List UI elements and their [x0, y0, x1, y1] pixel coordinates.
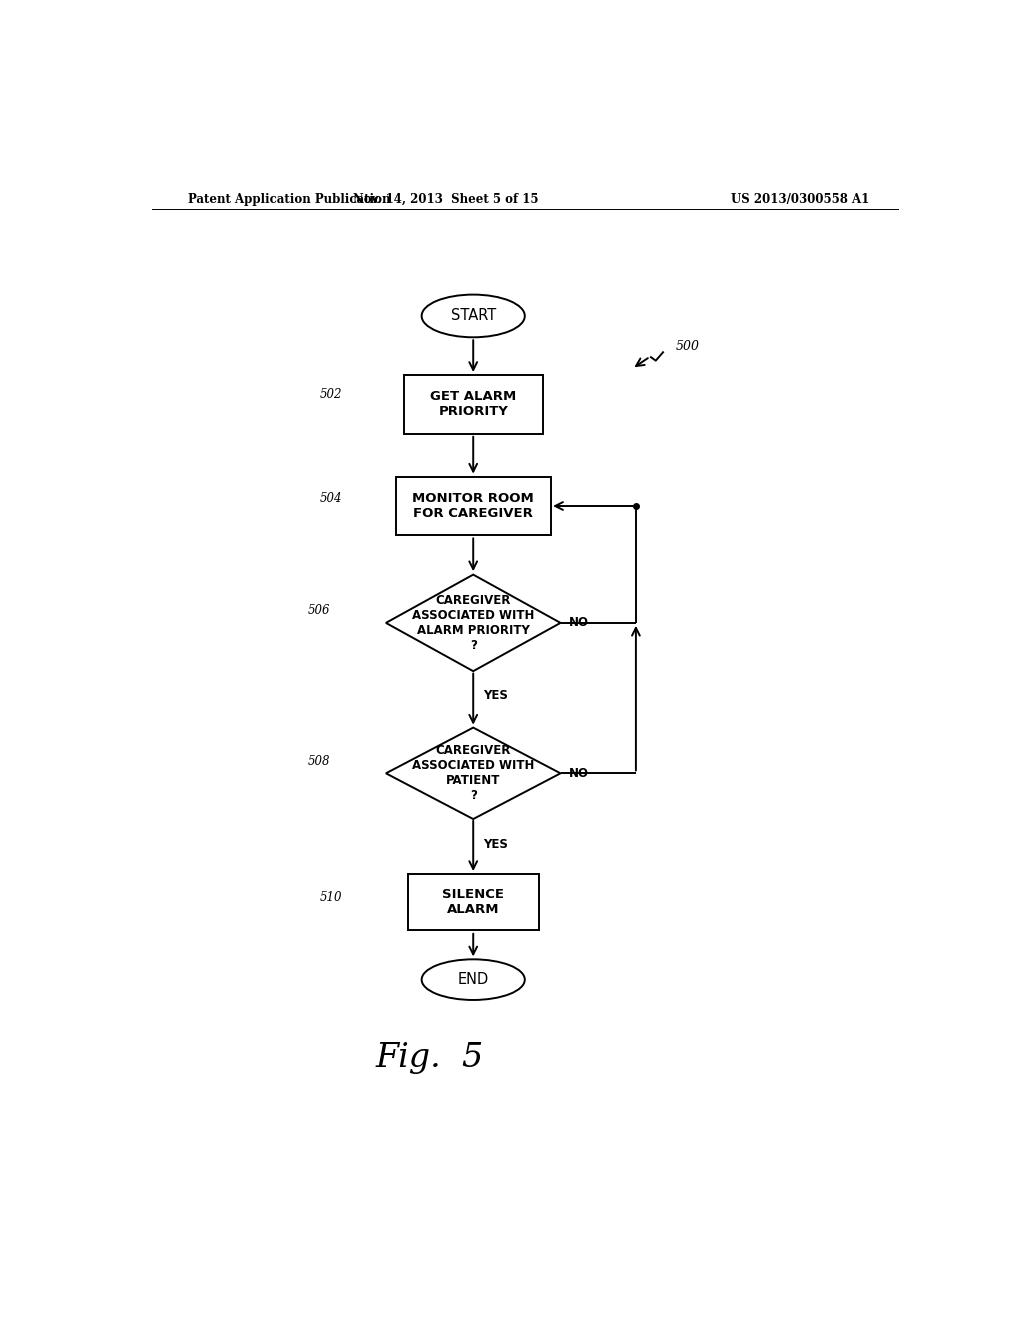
- Text: NO: NO: [568, 767, 589, 780]
- Text: YES: YES: [483, 689, 508, 701]
- Text: CAREGIVER
ASSOCIATED WITH
ALARM PRIORITY
?: CAREGIVER ASSOCIATED WITH ALARM PRIORITY…: [412, 594, 535, 652]
- Text: 500: 500: [676, 341, 699, 352]
- Bar: [408, 874, 539, 931]
- Text: GET ALARM
PRIORITY: GET ALARM PRIORITY: [430, 391, 516, 418]
- Text: NO: NO: [568, 616, 589, 630]
- Text: 506: 506: [308, 605, 331, 618]
- Text: Patent Application Publication: Patent Application Publication: [187, 193, 390, 206]
- Text: START: START: [451, 309, 496, 323]
- Text: YES: YES: [483, 838, 508, 851]
- Text: Fig.  5: Fig. 5: [376, 1041, 483, 1074]
- Text: SILENCE
ALARM: SILENCE ALARM: [442, 888, 504, 916]
- Text: MONITOR ROOM
FOR CAREGIVER: MONITOR ROOM FOR CAREGIVER: [413, 492, 535, 520]
- Bar: [396, 477, 551, 536]
- Text: 510: 510: [319, 891, 342, 904]
- Text: US 2013/0300558 A1: US 2013/0300558 A1: [731, 193, 869, 206]
- Text: 502: 502: [319, 388, 342, 401]
- Text: END: END: [458, 972, 488, 987]
- Text: CAREGIVER
ASSOCIATED WITH
PATIENT
?: CAREGIVER ASSOCIATED WITH PATIENT ?: [412, 744, 535, 803]
- Text: Nov. 14, 2013  Sheet 5 of 15: Nov. 14, 2013 Sheet 5 of 15: [352, 193, 539, 206]
- Text: 504: 504: [319, 492, 342, 506]
- Bar: [403, 375, 543, 434]
- Text: 508: 508: [308, 755, 331, 768]
